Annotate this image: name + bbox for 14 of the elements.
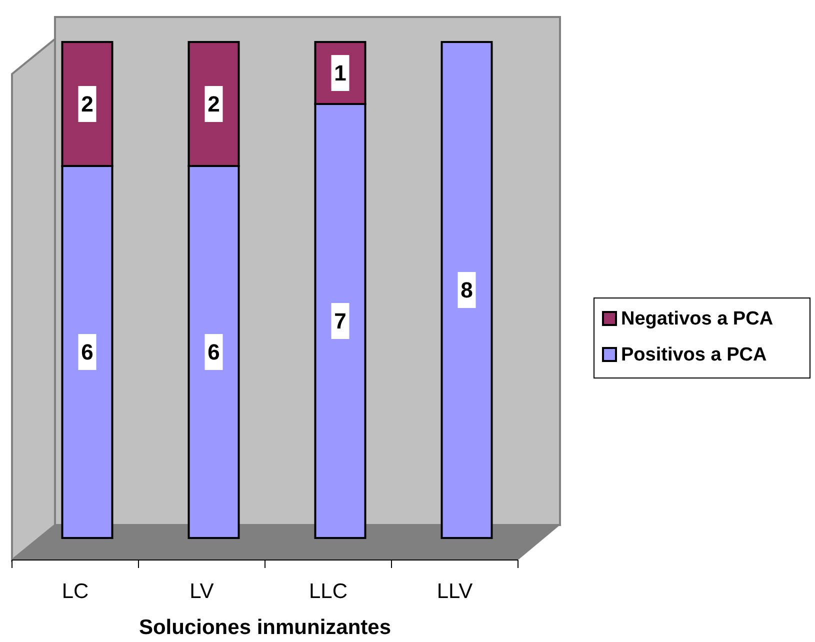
legend-label: Negativos a PCA <box>621 308 774 330</box>
x-tick-label: LV <box>190 580 214 603</box>
data-label: 8 <box>460 278 473 302</box>
legend-label: Positivos a PCA <box>621 344 767 366</box>
data-label: 6 <box>81 340 94 364</box>
data-label: 6 <box>208 340 220 364</box>
x-axis-title: Soluciones inmunizantes <box>138 616 392 639</box>
data-label: 1 <box>334 60 346 86</box>
x-tick-label: LLV <box>436 580 473 603</box>
data-label: 7 <box>334 308 346 334</box>
x-tick-label: LLC <box>308 580 348 603</box>
x-tick-label: LC <box>62 580 89 603</box>
data-label: 2 <box>81 92 94 116</box>
data-label: 2 <box>208 92 220 116</box>
